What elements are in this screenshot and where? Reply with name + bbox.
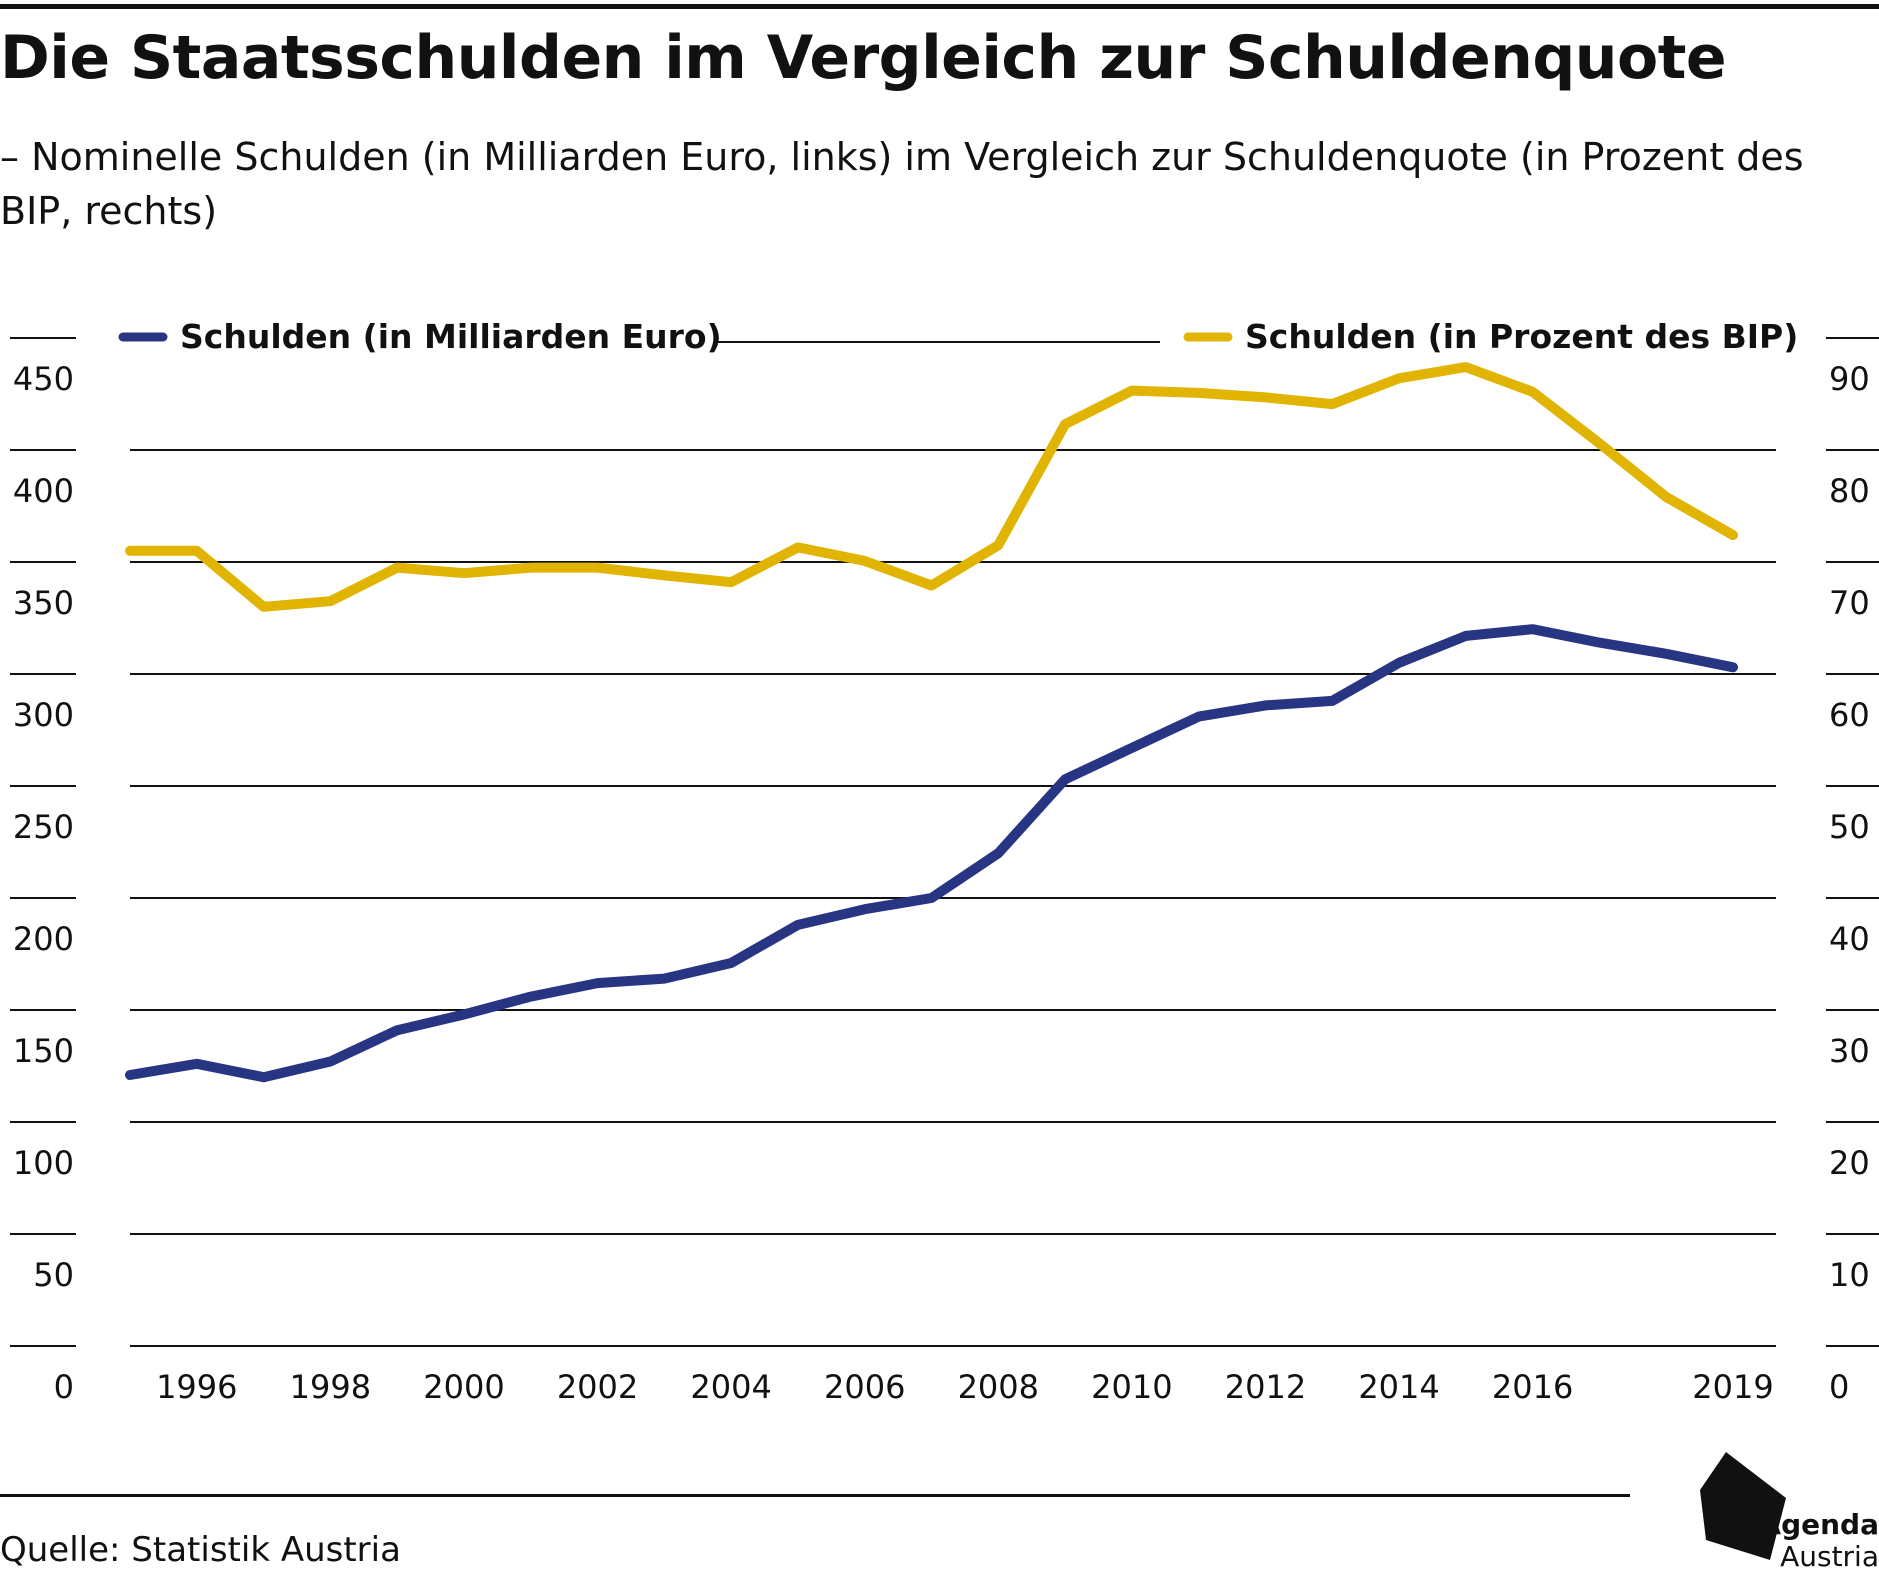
y-left-tick-label: 400 xyxy=(13,472,74,510)
y-left-tick-label: 300 xyxy=(13,696,74,734)
footer-rule xyxy=(0,1494,1630,1497)
series-lines xyxy=(125,362,1738,1083)
agenda-austria-logo: Agenda Austria xyxy=(1700,1450,1879,1573)
top-rule xyxy=(0,4,1879,9)
chart-subtitle: – Nominelle Schulden (in Milliarden Euro… xyxy=(0,135,1804,233)
y-left-tick-label: 200 xyxy=(13,920,74,958)
x-tick-label: 2010 xyxy=(1091,1368,1172,1406)
x-tick-label: 2006 xyxy=(824,1368,905,1406)
x-tick-label: 2019 xyxy=(1692,1368,1773,1406)
legend-label-debt-pct: Schulden (in Prozent des BIP) xyxy=(1245,317,1798,356)
y-left-tick-label: 250 xyxy=(13,808,74,846)
x-tick-label: 2008 xyxy=(958,1368,1039,1406)
y-left-tick-label: 350 xyxy=(13,584,74,622)
x-tick-label: 2002 xyxy=(557,1368,638,1406)
y-right-tick-label: 20 xyxy=(1829,1144,1870,1182)
x-axis: 1996 1998 2000 2002 2004 2006 2008 2010 2012 2014… xyxy=(156,1368,1774,1406)
y-left-tick-label: 450 xyxy=(13,360,74,398)
legend: Schulden (in Milliarden Euro) Schulden (… xyxy=(118,317,1798,356)
x-tick-label: 2014 xyxy=(1358,1368,1439,1406)
y-right-tick-label: 30 xyxy=(1829,1032,1870,1070)
y-right-tick-label: 60 xyxy=(1829,696,1870,734)
x-tick-label: 1996 xyxy=(156,1368,237,1406)
y-left-tick-label: 0 xyxy=(54,1368,74,1406)
legend-label-debt-bn: Schulden (in Milliarden Euro) xyxy=(180,317,722,356)
source-note: Quelle: Statistik Austria xyxy=(0,1530,401,1570)
y-axis-left: 0 50 100 150 200 250 300 350 400 450 xyxy=(13,360,74,1406)
x-tick-label: 2012 xyxy=(1225,1368,1306,1406)
y-right-tick-label: 10 xyxy=(1829,1256,1870,1294)
logo-mark-icon xyxy=(1700,1452,1786,1560)
x-tick-label: 2016 xyxy=(1492,1368,1573,1406)
y-right-tick-label: 0 xyxy=(1829,1368,1849,1406)
x-tick-label: 2000 xyxy=(423,1368,504,1406)
y-axis-right: 0 10 20 30 40 50 60 70 80 90 xyxy=(1829,360,1870,1406)
y-left-tick-label: 100 xyxy=(13,1144,74,1182)
y-right-tick-label: 80 xyxy=(1829,472,1870,510)
page-title: Die Staatsschulden im Vergleich zur Schu… xyxy=(0,23,1727,93)
line-chart: Schulden (in Milliarden Euro) Schulden (… xyxy=(10,317,1879,1406)
y-left-tick-label: 150 xyxy=(13,1032,74,1070)
y-right-tick-label: 90 xyxy=(1829,360,1870,398)
logo-text-line2: Austria xyxy=(1780,1540,1879,1573)
logo-text-line1: Agenda xyxy=(1759,1508,1879,1541)
y-right-tick-label: 70 xyxy=(1829,584,1870,622)
y-left-tick-label: 50 xyxy=(33,1256,74,1294)
gridlines xyxy=(10,337,1879,1347)
y-right-tick-label: 50 xyxy=(1829,808,1870,846)
x-tick-label: 2004 xyxy=(690,1368,771,1406)
series-line-debt-pct xyxy=(125,362,1738,612)
y-right-tick-label: 40 xyxy=(1829,920,1870,958)
x-tick-label: 1998 xyxy=(290,1368,371,1406)
